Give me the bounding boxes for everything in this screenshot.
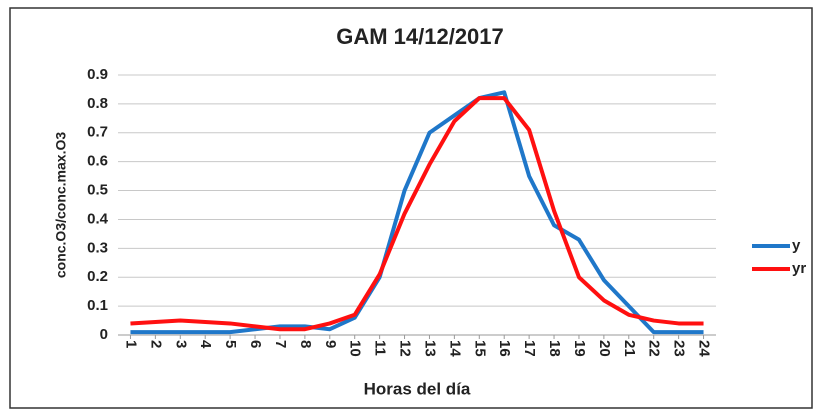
chart-title: GAM 14/12/2017 — [336, 24, 504, 49]
y-tick-label: 0.3 — [87, 239, 108, 256]
x-tick-label: 14 — [446, 340, 463, 357]
y-tick-label: 0.8 — [87, 95, 108, 112]
x-tick-label: 9 — [322, 340, 339, 348]
legend-label: yr — [792, 260, 806, 277]
series-line — [130, 96, 704, 332]
y-tick-label: 0.2 — [87, 268, 108, 285]
x-tick-label: 13 — [421, 340, 438, 357]
x-tick-label: 20 — [596, 340, 613, 357]
x-tick-label: 22 — [646, 340, 663, 357]
series-line — [130, 90, 704, 335]
x-tick-label: 6 — [247, 340, 264, 348]
y-tick-label: 0.6 — [87, 153, 108, 170]
x-tick-label: 17 — [521, 340, 538, 357]
x-tick-label: 19 — [571, 340, 588, 357]
legend-label: y — [792, 237, 801, 254]
x-tick-label: 21 — [621, 340, 638, 357]
x-tick-label: 24 — [696, 340, 713, 357]
y-tick-label: 0.7 — [87, 124, 108, 141]
x-tick-label: 10 — [347, 340, 364, 357]
x-tick-label: 2 — [147, 340, 164, 348]
y-axis-label: conc.O3/conc.max.O3 — [53, 132, 69, 278]
x-tick-label: 16 — [496, 340, 513, 357]
x-tick-label: 23 — [671, 340, 688, 357]
x-tick-label: 3 — [172, 340, 189, 348]
x-axis-label: Horas del día — [364, 379, 471, 398]
y-tick-label: 0 — [100, 326, 108, 343]
x-tick-label: 8 — [297, 340, 314, 348]
x-tick-label: 18 — [546, 340, 563, 357]
x-tick-label: 1 — [122, 340, 139, 348]
x-tick-label: 12 — [397, 340, 414, 357]
y-tick-label: 0.5 — [87, 182, 108, 199]
y-tick-label: 0.1 — [87, 297, 108, 314]
x-tick-label: 15 — [471, 340, 488, 357]
x-tick-label: 7 — [272, 340, 289, 348]
x-tick-label: 4 — [197, 340, 214, 349]
y-tick-label: 0.9 — [87, 66, 108, 83]
x-tick-label: 5 — [222, 340, 239, 348]
y-tick-label: 0.4 — [87, 210, 109, 227]
x-tick-label: 11 — [372, 340, 389, 356]
